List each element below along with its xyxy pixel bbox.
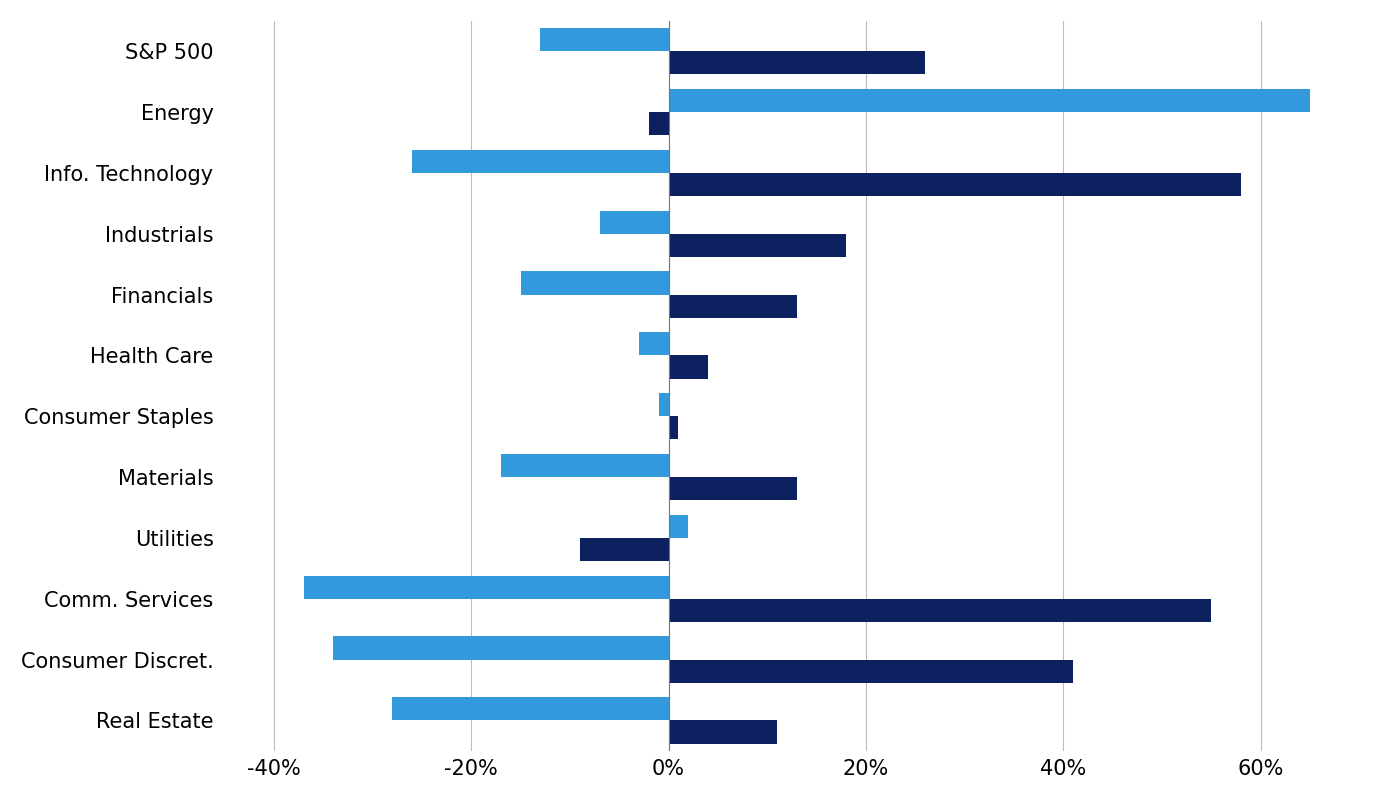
Bar — [669, 355, 708, 378]
Bar — [639, 332, 669, 355]
Bar — [413, 150, 669, 173]
Bar — [669, 416, 679, 439]
Bar — [333, 637, 669, 659]
Bar — [669, 173, 1241, 196]
Bar — [669, 721, 777, 743]
Bar — [669, 659, 1074, 682]
Bar — [501, 454, 669, 477]
Bar — [580, 538, 669, 561]
Bar — [669, 294, 796, 318]
Bar — [669, 515, 689, 538]
Bar — [599, 210, 669, 234]
Bar — [669, 51, 925, 74]
Bar — [392, 698, 669, 721]
Bar — [669, 598, 1212, 622]
Bar — [649, 112, 669, 135]
Bar — [669, 234, 846, 257]
Bar — [304, 576, 669, 598]
Bar — [669, 477, 796, 500]
Bar — [541, 28, 669, 51]
Bar — [669, 89, 1310, 112]
Bar — [520, 271, 669, 294]
Bar — [658, 393, 669, 416]
